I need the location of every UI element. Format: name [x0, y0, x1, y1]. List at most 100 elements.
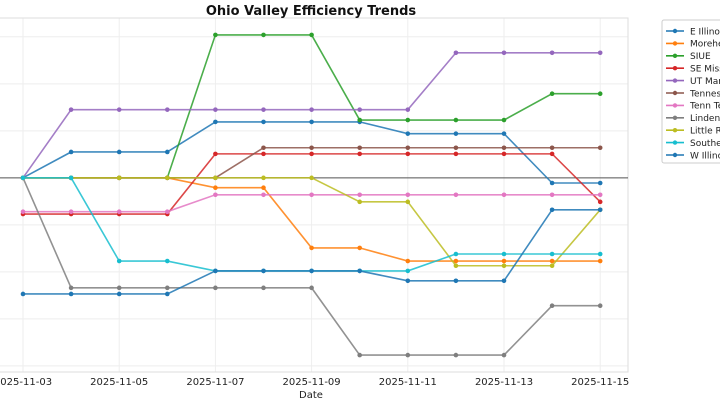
data-point: [501, 117, 507, 123]
data-point: [261, 151, 266, 157]
legend-label: SIUE: [690, 52, 711, 62]
legend-label: Tennessee St: [689, 89, 720, 99]
data-point: [453, 263, 459, 269]
data-point: [165, 107, 170, 112]
data-point: [165, 149, 170, 155]
data-point: [261, 145, 266, 151]
data-point: [165, 285, 170, 291]
chart-title: Ohio Valley Efficiency Trends: [206, 4, 417, 19]
data-point: [165, 209, 170, 214]
data-point: [549, 251, 555, 257]
x-tick-label: 2025-11-09: [283, 377, 341, 388]
data-point: [357, 151, 363, 157]
legend-item: UT Martin: [666, 77, 720, 87]
data-point: [309, 151, 314, 157]
legend-item: W Illinois: [666, 151, 720, 161]
data-point: [597, 145, 603, 151]
data-point: [261, 268, 266, 274]
data-point: [213, 32, 218, 38]
data-point: [116, 209, 122, 214]
data-point: [501, 151, 507, 157]
data-point: [309, 285, 314, 291]
legend-label: SE Missouri: [690, 65, 720, 75]
data-point: [501, 258, 507, 264]
data-point: [116, 291, 122, 297]
data-point: [20, 209, 26, 214]
data-point: [68, 175, 74, 181]
data-point: [357, 107, 363, 112]
data-point: [309, 119, 314, 125]
data-point: [549, 263, 555, 269]
legend-marker: [672, 28, 678, 34]
legend-marker: [672, 66, 678, 71]
data-point: [213, 185, 218, 191]
data-point: [357, 245, 363, 251]
legend-marker: [672, 115, 678, 121]
legend-label: Tenn Tech: [689, 102, 720, 112]
data-point: [597, 192, 603, 198]
data-point: [261, 175, 266, 181]
data-point: [453, 192, 459, 198]
data-point: [261, 107, 266, 112]
legend-label: E Illinois: [690, 27, 720, 37]
data-point: [68, 291, 74, 297]
legend-marker: [672, 140, 678, 145]
data-point: [357, 192, 363, 198]
series-lines: [20, 32, 603, 358]
data-point: [453, 131, 459, 136]
data-point: [357, 145, 363, 151]
data-point: [357, 268, 363, 274]
legend-item: Southern Indiana: [666, 139, 720, 149]
data-point: [453, 117, 459, 123]
data-point: [213, 119, 218, 125]
legend-marker: [672, 103, 678, 108]
series-tenn-tech: [20, 192, 603, 214]
data-point: [213, 107, 218, 112]
x-axis-label: Date: [299, 390, 323, 401]
data-point: [549, 151, 555, 157]
data-point: [213, 285, 218, 291]
data-point: [405, 192, 411, 198]
data-point: [549, 207, 555, 213]
data-point: [357, 199, 363, 205]
data-point: [405, 258, 411, 264]
data-point: [501, 278, 507, 284]
data-point: [309, 145, 314, 151]
data-point: [597, 50, 603, 56]
legend-label: Lindenwood: [690, 114, 720, 124]
data-point: [309, 107, 314, 112]
data-point: [501, 352, 507, 358]
x-tick-label: 2025-11-15: [571, 377, 629, 388]
data-point: [261, 185, 266, 191]
data-point: [501, 145, 507, 151]
data-point: [213, 175, 218, 181]
data-point: [405, 117, 411, 123]
data-point: [549, 50, 555, 56]
legend-label: Southern Indiana: [690, 139, 720, 149]
data-point: [405, 268, 411, 274]
legend-marker: [672, 41, 678, 46]
x-tick-labels: 2025-11-03 2025-11-05 2025-11-07 2025-11-09…: [0, 377, 629, 388]
data-point: [309, 192, 314, 198]
data-point: [597, 199, 603, 205]
data-point: [20, 175, 26, 181]
data-point: [309, 245, 314, 251]
data-point: [261, 192, 266, 198]
data-point: [116, 107, 122, 112]
data-point: [501, 131, 507, 136]
data-point: [453, 352, 459, 358]
x-tick-label: 2025-11-03: [0, 377, 52, 388]
legend-item: Lindenwood: [666, 114, 720, 124]
data-point: [501, 251, 507, 257]
data-point: [309, 32, 314, 38]
data-point: [597, 207, 603, 213]
legend-label: Morehead St: [690, 40, 720, 50]
data-point: [261, 119, 266, 125]
data-point: [405, 199, 411, 205]
data-point: [501, 192, 507, 198]
data-point: [68, 149, 74, 155]
data-point: [261, 32, 266, 38]
data-point: [597, 180, 603, 186]
legend-item: Little Rock: [666, 127, 720, 137]
